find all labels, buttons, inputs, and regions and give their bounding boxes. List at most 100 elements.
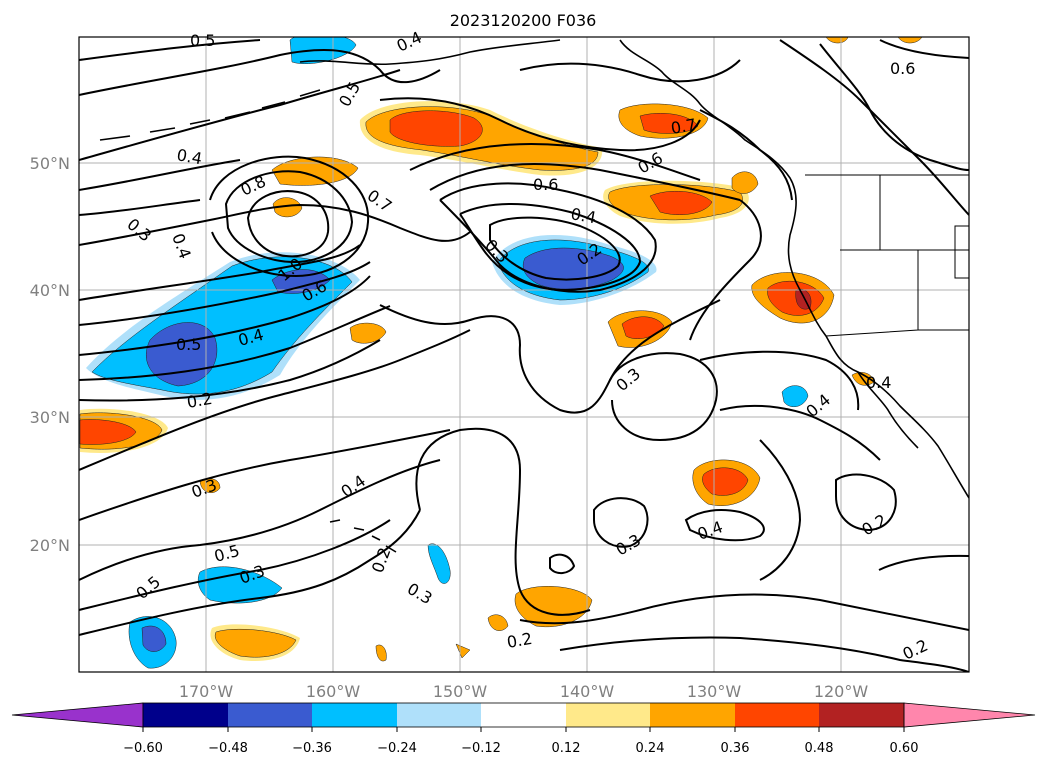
- contour-label: 0.6: [890, 59, 915, 78]
- contour-line: [79, 509, 421, 636]
- alaska-coast: [299, 39, 561, 66]
- gridlines: [79, 37, 969, 672]
- colorbar-cell: [566, 703, 650, 727]
- colorbar-cells: [11, 702, 1036, 732]
- colorbar-tick-label: −0.48: [208, 741, 248, 756]
- contour-line: [699, 109, 793, 201]
- positive-anomaly-area: [349, 322, 387, 344]
- positive-anomaly-area: [621, 316, 665, 339]
- hawaii-islands: [329, 519, 397, 553]
- lon-label: 130°W: [687, 682, 742, 701]
- lat-label: 20°N: [30, 536, 70, 555]
- map-panel: 0.5 0.4 0.6 0.5 0.4 0.3 0.4 0.8 0.7 0.6 …: [78, 28, 970, 673]
- colorbar-cell: [735, 703, 819, 727]
- map-title: 2023120200 F036: [450, 11, 597, 30]
- contour-label: 0.7: [669, 115, 697, 138]
- contour-line: [519, 593, 969, 631]
- negative-anomaly-area: [427, 543, 451, 584]
- colorbar-tick-label: 0.48: [805, 741, 834, 756]
- colorbar-tick-label: −0.24: [377, 741, 417, 756]
- contour-label: 0.2: [185, 389, 213, 412]
- contour-line: [409, 143, 701, 181]
- north-america-coast: [619, 39, 969, 499]
- contour-line: [79, 244, 361, 301]
- contour-line: [835, 473, 897, 532]
- contour-line: [246, 190, 330, 258]
- contour-label: 0.4: [175, 145, 203, 168]
- political-border-layer: [805, 174, 969, 337]
- colorbar-cell: [481, 703, 566, 727]
- colorbar-tick-label: −0.12: [461, 741, 501, 756]
- contour-line: [79, 459, 441, 581]
- colorbar-tick-label: −0.36: [292, 741, 332, 756]
- colorbar-cell: [397, 703, 481, 727]
- contour-label: 0.5: [176, 335, 201, 354]
- positive-anomaly-area: [375, 644, 387, 662]
- baja-coast: [857, 371, 919, 449]
- contour-line: [559, 636, 969, 672]
- colorbar-ticks: −0.60 −0.48 −0.36 −0.24 −0.12 0.12 0.24 …: [123, 741, 918, 756]
- contour-line: [699, 350, 860, 411]
- positive-anomaly-area: [271, 156, 359, 186]
- lon-label: 140°W: [560, 682, 615, 701]
- latitude-labels: 50°N 40°N 30°N 20°N: [30, 154, 70, 555]
- contour-line: [549, 553, 576, 574]
- positive-anomaly-area: [214, 628, 297, 658]
- negative-anomaly-area: [141, 625, 167, 652]
- colorbar-tick-label: −0.60: [123, 741, 163, 756]
- colorbar: −0.60 −0.48 −0.36 −0.24 −0.12 0.12 0.24 …: [11, 702, 1036, 756]
- contour-line: [79, 261, 371, 326]
- map-frame: [78, 36, 970, 673]
- state-borders: [825, 175, 969, 337]
- longitude-labels: 170°W 160°W 150°W 140°W 130°W 120°W: [179, 682, 869, 701]
- contour-line: [415, 427, 591, 616]
- contour-line: [439, 182, 657, 293]
- contour-line: [684, 509, 765, 542]
- contour-label: 0.2: [505, 629, 533, 652]
- contour-line: [519, 59, 741, 83]
- contour-line: [79, 203, 471, 246]
- positive-anomaly-area: [514, 586, 593, 628]
- contour-line: [459, 203, 642, 292]
- colorbar-cell: [228, 703, 312, 727]
- contour-line: [79, 305, 391, 381]
- colorbar-tick-label: 0.36: [721, 741, 750, 756]
- contour-line: [79, 339, 381, 402]
- contour-label: 0.6: [533, 175, 558, 194]
- contour-line: [79, 199, 201, 216]
- contour-label: 0.5: [190, 31, 215, 50]
- contour-label: 0.4: [569, 204, 597, 227]
- colorbar-cell: [819, 703, 904, 727]
- colorbar-extend-min: [11, 702, 144, 728]
- colorbar-tick-label: 0.60: [890, 741, 919, 756]
- positive-anomaly-area: [649, 191, 713, 215]
- lon-label: 120°W: [814, 682, 869, 701]
- positive-anomaly-area: [389, 110, 483, 147]
- contour-line: [429, 163, 741, 201]
- negative-anomaly-area: [197, 566, 283, 604]
- positive-anomaly-area: [487, 614, 509, 631]
- contour-line: [609, 352, 718, 442]
- negative-anomaly-area: [781, 385, 809, 408]
- lon-label: 150°W: [433, 682, 488, 701]
- contour-line: [79, 429, 451, 521]
- contour-line: [79, 39, 261, 61]
- contour-line: [79, 519, 391, 611]
- colorbar-cell: [143, 703, 228, 727]
- contour-line: [79, 69, 401, 161]
- positive-anomaly-area: [639, 113, 699, 134]
- contour-line: [79, 275, 371, 356]
- contour-line: [79, 49, 441, 96]
- colorbar-tick-label: 0.12: [552, 741, 581, 756]
- positive-anomaly-area: [272, 197, 303, 218]
- contour-line: [689, 199, 762, 341]
- contour-line: [593, 497, 649, 548]
- contour-line: [489, 216, 621, 281]
- colorbar-tick-label: 0.24: [636, 741, 665, 756]
- colorbar-cell: [650, 703, 735, 727]
- lat-label: 40°N: [30, 281, 70, 300]
- lat-label: 30°N: [30, 408, 70, 427]
- contour-line: [379, 299, 721, 414]
- coastline-layer: [99, 39, 969, 553]
